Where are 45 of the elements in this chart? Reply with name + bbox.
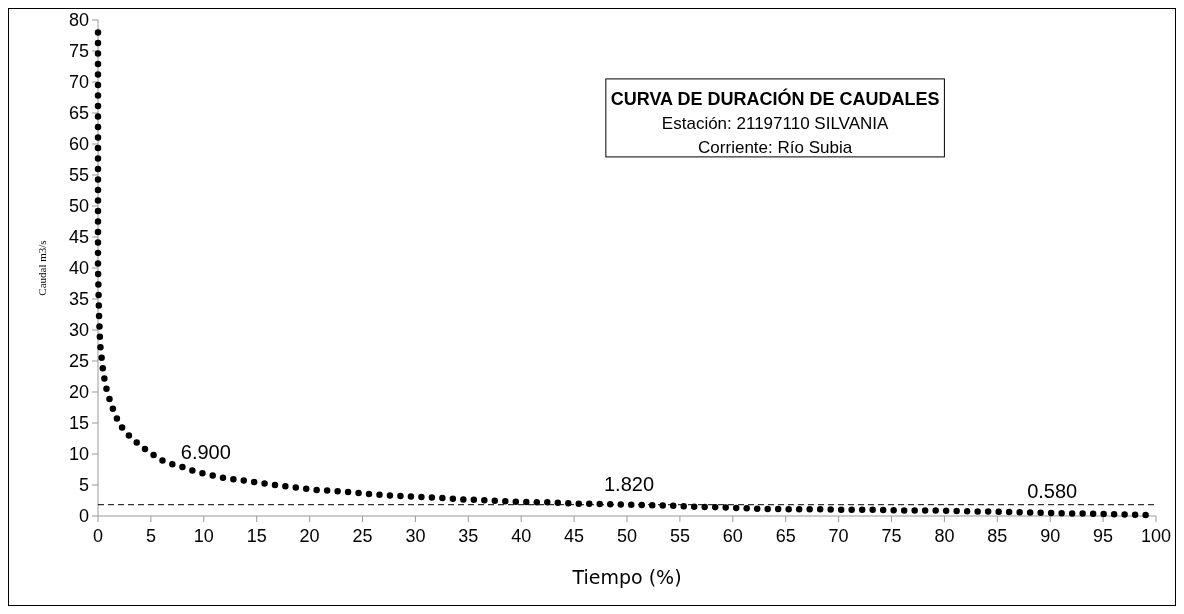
y-tick-label: 0	[78, 506, 89, 527]
x-tick-label: 40	[511, 526, 532, 546]
y-tick-label: 60	[68, 134, 89, 155]
y-tick-label: 35	[68, 289, 89, 310]
annotation: 1.820	[603, 472, 655, 495]
x-tick-label: 95	[1093, 526, 1114, 546]
y-tick-label: 75	[68, 41, 89, 62]
x-tick-label: 60	[722, 526, 743, 546]
y-tick-label: 5	[78, 475, 89, 496]
x-tick-label: 35	[458, 526, 479, 546]
x-tick-label: 30	[405, 526, 426, 546]
x-tick-label: 0	[92, 526, 104, 546]
x-tick-label: 25	[352, 526, 373, 546]
x-tick-label: 90	[1040, 526, 1061, 546]
x-tick-label: 45	[564, 526, 585, 546]
x-tick-label: 80	[934, 526, 955, 546]
y-tick-label: 45	[68, 227, 89, 248]
x-tick-label: 5	[145, 526, 156, 546]
y-tick-label: 20	[68, 382, 89, 403]
x-tick-label: 10	[193, 526, 214, 546]
y-tick-label: 40	[68, 258, 89, 279]
y-tick-label: 15	[68, 413, 89, 434]
y-tick-label: 30	[68, 320, 89, 341]
y-tick-label: 65	[68, 103, 89, 124]
annotation: 0.580	[1027, 480, 1078, 503]
y-tick-label: 50	[68, 196, 89, 217]
y-tick-label: 55	[68, 165, 89, 186]
x-tick-label: 15	[246, 526, 267, 546]
x-tick-label: 70	[828, 526, 849, 546]
x-axis-title: Tiempo (%)	[571, 566, 682, 588]
y-tick-label: 70	[68, 72, 89, 93]
annotation: 6.900	[180, 441, 231, 464]
x-tick-label: 55	[669, 526, 690, 546]
y-tick-label: 10	[68, 444, 89, 465]
y-tick-label: 25	[68, 351, 89, 372]
x-tick-label: 85	[987, 526, 1008, 546]
y-tick-label: 80	[68, 10, 89, 31]
y-axis-title: Caudal m3/s	[36, 240, 48, 296]
x-tick-label: 50	[616, 526, 638, 546]
x-tick-label: 65	[775, 526, 796, 546]
x-tick-label: 100	[1140, 526, 1172, 546]
x-tick-label: 75	[881, 526, 902, 546]
x-tick-label: 20	[299, 526, 320, 546]
text: CURVA DE DURACIÓN DE CAUDALES	[610, 87, 940, 109]
text: Estación: 21197110 SILVANIA Corriente: Río Subia	[661, 113, 890, 157]
